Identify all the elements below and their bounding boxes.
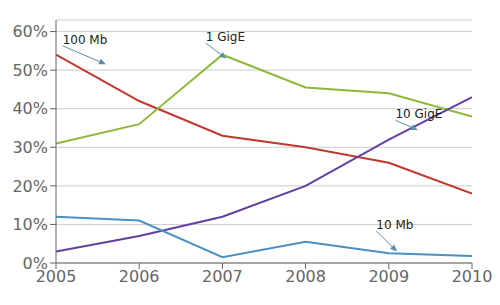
svg-text:1 GigE: 1 GigE (206, 30, 245, 44)
svg-text:10%: 10% (12, 215, 48, 234)
svg-text:0%: 0% (23, 254, 48, 273)
svg-text:2008: 2008 (285, 267, 326, 286)
svg-text:2010: 2010 (452, 267, 492, 286)
svg-text:30%: 30% (12, 138, 48, 157)
svg-text:50%: 50% (12, 61, 48, 80)
svg-text:40%: 40% (12, 99, 48, 118)
svg-text:10 GigE: 10 GigE (395, 107, 442, 121)
svg-text:100 Mb: 100 Mb (63, 33, 108, 47)
svg-text:2009: 2009 (368, 267, 409, 286)
svg-text:2006: 2006 (119, 267, 160, 286)
svg-text:60%: 60% (12, 22, 48, 41)
svg-text:2007: 2007 (202, 267, 243, 286)
svg-text:20%: 20% (12, 177, 48, 196)
svg-text:10 Mb: 10 Mb (376, 218, 413, 232)
svg-text:2005: 2005 (35, 267, 77, 287)
